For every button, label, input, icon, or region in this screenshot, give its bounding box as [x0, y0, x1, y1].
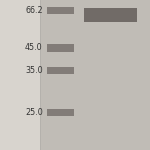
Text: 35.0: 35.0: [25, 66, 43, 75]
Bar: [46, 7, 74, 14]
Bar: [46, 44, 74, 52]
Text: 25.0: 25.0: [25, 108, 43, 117]
Bar: [84, 8, 136, 22]
Text: 66.2: 66.2: [25, 6, 43, 15]
Text: 45.0: 45.0: [25, 44, 43, 52]
Bar: [46, 67, 74, 74]
Bar: [46, 109, 74, 116]
Bar: [0, 0, 40, 150]
